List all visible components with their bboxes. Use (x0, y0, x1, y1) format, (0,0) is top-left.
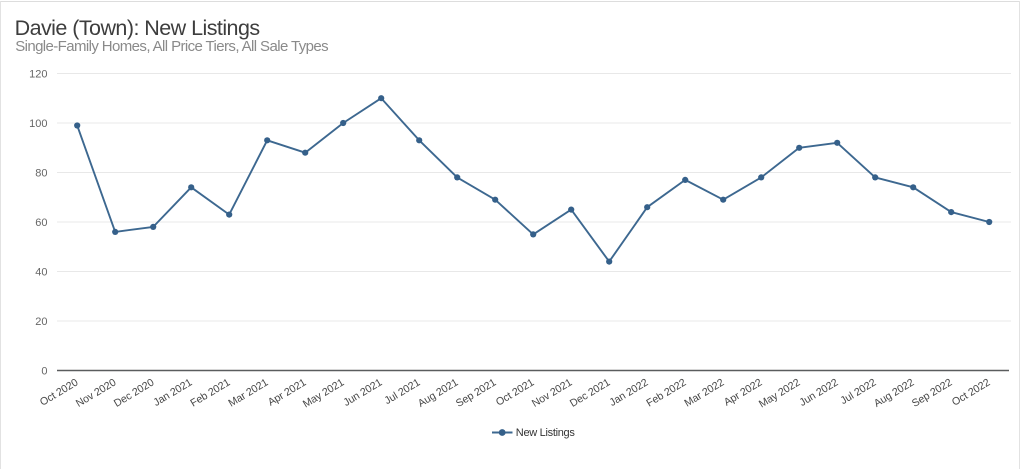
svg-text:20: 20 (35, 316, 47, 328)
svg-text:Oct 2021: Oct 2021 (494, 376, 537, 408)
svg-text:Sep 2021: Sep 2021 (454, 376, 499, 409)
svg-text:Aug 2021: Aug 2021 (416, 376, 461, 409)
svg-text:Feb 2022: Feb 2022 (644, 376, 688, 409)
svg-text:Dec 2021: Dec 2021 (568, 376, 613, 409)
svg-text:May 2021: May 2021 (301, 376, 347, 410)
svg-text:Oct 2020: Oct 2020 (38, 376, 81, 408)
svg-text:Single-Family Homes, All Price: Single-Family Homes, All Price Tiers, Al… (15, 38, 328, 55)
svg-text:Davie (Town): New Listings: Davie (Town): New Listings (15, 16, 260, 40)
svg-text:Oct 2022: Oct 2022 (950, 376, 993, 408)
svg-text:Dec 2020: Dec 2020 (112, 376, 157, 409)
svg-text:100: 100 (29, 118, 47, 130)
svg-text:Jan 2021: Jan 2021 (151, 376, 194, 408)
svg-text:Jul 2022: Jul 2022 (838, 376, 878, 407)
svg-text:40: 40 (35, 266, 47, 278)
svg-text:Nov 2020: Nov 2020 (74, 376, 119, 409)
svg-text:80: 80 (35, 167, 47, 179)
svg-text:Jun 2022: Jun 2022 (797, 376, 840, 408)
svg-text:120: 120 (29, 68, 47, 80)
svg-text:Feb 2021: Feb 2021 (188, 376, 232, 409)
svg-text:0: 0 (41, 365, 47, 377)
svg-text:Mar 2022: Mar 2022 (682, 376, 726, 409)
svg-text:May 2022: May 2022 (757, 376, 803, 410)
svg-text:Nov 2021: Nov 2021 (530, 376, 575, 409)
svg-text:Sep 2022: Sep 2022 (910, 376, 955, 409)
svg-text:Jan 2022: Jan 2022 (607, 376, 650, 408)
svg-text:60: 60 (35, 217, 47, 229)
svg-text:Jul 2021: Jul 2021 (382, 376, 422, 407)
svg-text:Jun 2021: Jun 2021 (341, 376, 384, 408)
svg-text:Mar 2021: Mar 2021 (226, 376, 270, 409)
svg-text:Aug 2022: Aug 2022 (872, 376, 917, 409)
svg-text:New Listings: New Listings (516, 427, 576, 439)
